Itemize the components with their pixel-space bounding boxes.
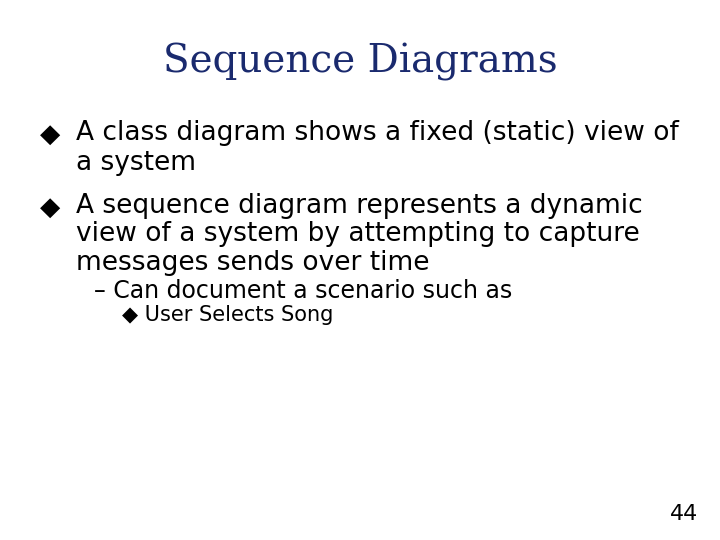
Text: 44: 44: [670, 504, 698, 524]
Text: A class diagram shows a fixed (static) view of: A class diagram shows a fixed (static) v…: [76, 120, 678, 146]
Text: ◆ User Selects Song: ◆ User Selects Song: [122, 305, 334, 325]
Text: Sequence Diagrams: Sequence Diagrams: [163, 43, 557, 81]
Text: ◆: ◆: [40, 194, 60, 220]
Text: messages sends over time: messages sends over time: [76, 250, 429, 276]
Text: a system: a system: [76, 150, 196, 176]
Text: ◆: ◆: [40, 122, 60, 147]
Text: view of a system by attempting to capture: view of a system by attempting to captur…: [76, 221, 639, 247]
Text: A sequence diagram represents a dynamic: A sequence diagram represents a dynamic: [76, 193, 642, 219]
Text: – Can document a scenario such as: – Can document a scenario such as: [94, 279, 512, 303]
